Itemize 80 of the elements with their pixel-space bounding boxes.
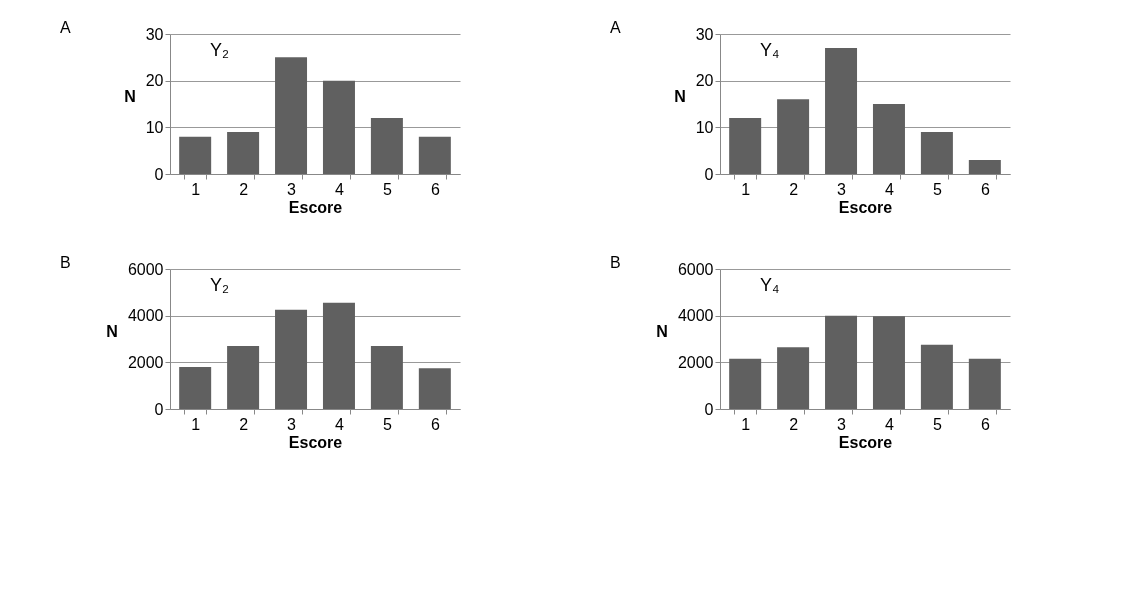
bar [729,118,762,174]
bar [227,346,260,409]
x-tick-label: 5 [932,415,942,433]
annotation: Y₄ [760,275,780,295]
x-tick-label: 6 [430,415,440,433]
x-tick-label: 1 [191,415,201,433]
x-tick-label: 2 [789,415,799,433]
bar [179,136,212,174]
y-axis-title: N [106,322,118,340]
bar [825,315,858,409]
annotation: Y₂ [210,275,230,295]
x-tick-label: 4 [885,180,895,198]
x-tick-label: 2 [789,180,799,198]
bar [968,160,1001,174]
x-tick-label: 5 [382,180,392,198]
y-tick-label: 2000 [127,353,164,371]
y-tick-label: 30 [695,25,714,43]
bar [872,104,905,174]
y-axis-title: N [656,322,668,340]
y-axis-title: N [124,87,136,105]
bar [322,80,355,174]
x-tick-label: 2 [239,180,249,198]
x-tick-label: 1 [741,415,751,433]
y-tick-label: 10 [695,118,714,136]
x-tick-label: 6 [980,415,990,433]
bar [275,57,308,174]
y-tick-label: 0 [704,165,714,183]
y-tick-label: 0 [154,165,164,183]
bar [370,118,403,174]
y-tick-label: 20 [695,72,714,90]
chart-title: A [60,19,71,36]
chart-title: A [610,19,621,36]
x-tick-label: 3 [287,180,297,198]
y-tick-label: 10 [145,118,164,136]
y-tick-label: 30 [145,25,164,43]
x-tick-label: 3 [837,180,847,198]
x-tick-label: 1 [191,180,201,198]
bar [920,344,953,409]
bar [777,99,810,174]
bar [729,358,762,409]
chart-title: B [610,254,621,271]
bar [872,316,905,409]
bar [968,358,1001,409]
x-tick-label: 4 [335,415,345,433]
y-tick-label: 4000 [677,307,714,325]
y-tick-label: 2000 [677,353,714,371]
bar [322,302,355,409]
x-tick-label: 3 [287,415,297,433]
bar [179,367,212,409]
bar [418,368,451,409]
y-axis-title: N [674,87,686,105]
annotation: Y₄ [760,40,780,60]
x-axis-title: Escore [288,198,343,216]
y-tick-label: 6000 [127,260,164,278]
bar [275,309,308,409]
bar [777,347,810,409]
x-tick-label: 4 [335,180,345,198]
y-tick-label: 6000 [677,260,714,278]
x-tick-label: 4 [885,415,895,433]
x-tick-label: 1 [741,180,751,198]
chart-title: B [60,254,71,271]
bar [227,132,260,174]
x-axis-title: Escore [838,433,893,451]
x-tick-label: 3 [837,415,847,433]
x-tick-label: 6 [430,180,440,198]
x-axis-title: Escore [288,433,343,451]
x-tick-label: 5 [932,180,942,198]
y-tick-label: 0 [704,400,714,418]
y-tick-label: 0 [154,400,164,418]
x-tick-label: 5 [382,415,392,433]
x-tick-label: 6 [980,180,990,198]
bar [418,136,451,174]
y-tick-label: 4000 [127,307,164,325]
bar [370,346,403,409]
bar [825,48,858,174]
annotation: Y₂ [210,40,230,60]
x-axis-title: Escore [838,198,893,216]
bar [920,132,953,174]
y-tick-label: 20 [145,72,164,90]
x-tick-label: 2 [239,415,249,433]
